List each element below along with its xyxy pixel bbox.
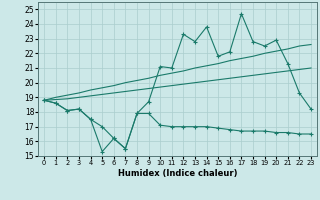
X-axis label: Humidex (Indice chaleur): Humidex (Indice chaleur): [118, 169, 237, 178]
